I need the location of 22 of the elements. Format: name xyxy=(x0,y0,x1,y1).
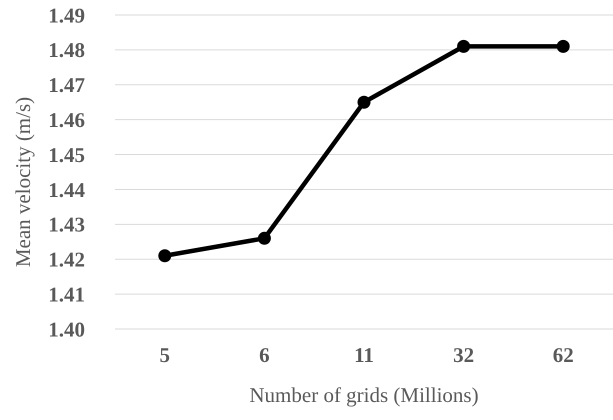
y-tick-label: 1.45 xyxy=(48,142,85,167)
x-axis-title: Number of grids (Millions) xyxy=(249,383,479,407)
y-tick-label: 1.48 xyxy=(48,38,85,62)
point xyxy=(457,40,470,53)
y-tick-label: 1.49 xyxy=(48,3,85,28)
y-tick-label: 1.42 xyxy=(48,248,85,272)
point xyxy=(556,40,570,53)
x-tick-label: 6 xyxy=(259,343,270,367)
point xyxy=(358,96,370,109)
x-tick-label: 5 xyxy=(160,343,170,367)
x-tick-label: 32 xyxy=(453,343,474,367)
y-axis-title: Mean velocity (m/s) xyxy=(11,96,35,268)
x-tick-label: 11 xyxy=(354,343,374,367)
x-tick-label: 62 xyxy=(552,343,574,367)
y-tick-label: 1.41 xyxy=(48,282,85,306)
y-tick-label: 1.47 xyxy=(48,73,85,98)
y-tick-label: 1.46 xyxy=(48,108,85,132)
point xyxy=(158,249,172,262)
y-tick-label: 1.44 xyxy=(48,178,86,202)
y-tick-label: 1.40 xyxy=(48,317,85,342)
point xyxy=(258,232,271,245)
y-tick-label: 1.43 xyxy=(48,212,85,237)
